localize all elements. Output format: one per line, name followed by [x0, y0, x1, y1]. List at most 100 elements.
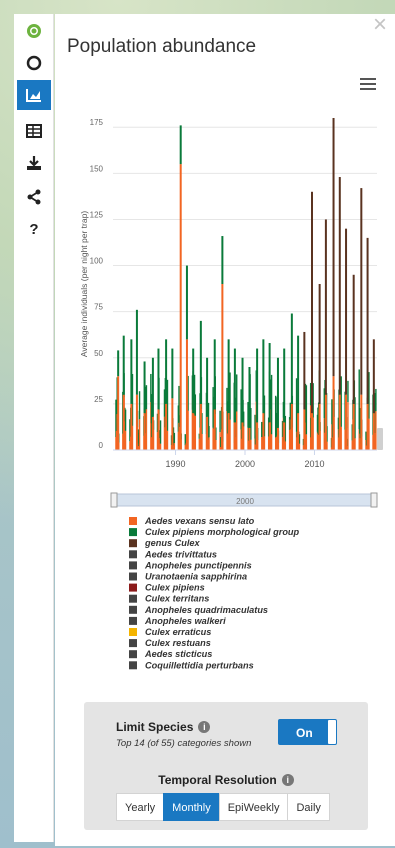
chart-bar	[124, 407, 126, 422]
chart-bar	[145, 433, 147, 450]
legend-item[interactable]: Culex erraticus	[145, 627, 211, 637]
chart-bar	[288, 429, 291, 450]
scroll-grip	[377, 428, 383, 450]
y-tick-label: 150	[90, 164, 104, 173]
chart-bar	[312, 383, 314, 418]
legend-item[interactable]: Culex pipiens	[145, 583, 205, 593]
chart-bar	[163, 389, 166, 417]
table-icon[interactable]	[17, 116, 51, 146]
chart-bar	[305, 385, 308, 435]
chart-bar	[129, 441, 131, 450]
legend-item[interactable]: Anopheles punctipennis	[144, 560, 252, 570]
close-icon[interactable]: ×	[372, 11, 387, 38]
chart-bar	[221, 284, 224, 450]
chart-bar	[150, 394, 153, 424]
legend-item[interactable]: Coquillettidia perturbans	[145, 660, 254, 670]
chart-bar	[298, 443, 301, 450]
chart-bar	[151, 416, 154, 450]
chart-bar	[366, 237, 369, 404]
chart-bar	[163, 416, 166, 450]
legend-item[interactable]: Aedes sticticus	[144, 649, 212, 659]
chart-bar	[275, 437, 278, 450]
chart-bar	[332, 376, 335, 450]
chart-bar	[256, 348, 259, 423]
chart-bar	[240, 389, 242, 430]
resolution-monthly[interactable]: Monthly	[163, 793, 220, 821]
chart-icon[interactable]	[17, 80, 51, 110]
resolution-yearly[interactable]: Yearly	[116, 793, 165, 821]
chart-bar	[159, 438, 161, 450]
chart-bar	[124, 409, 127, 431]
chart-bar	[270, 374, 273, 435]
chart-bar	[274, 395, 277, 438]
chart-bar	[254, 435, 257, 445]
legend-item[interactable]: Uranotaenia sapphirina	[145, 572, 247, 582]
chart-bar	[229, 419, 231, 450]
chart-bar	[201, 413, 203, 434]
chart-bar	[199, 320, 202, 404]
legend-item[interactable]: Culex pipiens morphological group	[145, 527, 300, 537]
chart-bar	[194, 394, 197, 416]
chart-bar	[358, 369, 360, 430]
chart-bar	[241, 357, 244, 423]
chart-bar	[184, 434, 186, 446]
info-icon[interactable]: i	[281, 774, 294, 786]
chart-bar	[207, 402, 210, 440]
chart-bar	[130, 339, 133, 404]
chart-bar	[215, 440, 217, 450]
legend-item[interactable]: Culex territans	[145, 594, 209, 604]
chart-bar	[192, 348, 195, 414]
chart-bar	[311, 413, 313, 450]
temporal-resolution-label: Temporal Resolution i	[84, 773, 368, 787]
chart-bar	[331, 399, 333, 425]
legend-item[interactable]: Anopheles quadrimaculatus	[144, 605, 268, 615]
chart-bar	[198, 433, 201, 439]
chart-bar	[206, 416, 209, 450]
navigator-handle-right[interactable]	[370, 492, 378, 508]
chart-bar	[372, 339, 375, 414]
chart-bar	[212, 387, 214, 428]
chart-bar	[208, 426, 210, 438]
chart-bar	[124, 430, 127, 450]
chart-bar	[241, 422, 244, 450]
help-icon[interactable]: ?	[29, 220, 39, 238]
share-icon[interactable]	[17, 182, 51, 212]
menu-icon[interactable]	[360, 78, 376, 92]
legend-item[interactable]: Aedes vexans sensu lato	[144, 516, 255, 526]
legend-item[interactable]: Aedes trivittatus	[144, 549, 217, 559]
info-icon[interactable]: i	[198, 721, 211, 733]
chart-bar	[254, 444, 257, 450]
chart-bar	[185, 339, 188, 450]
chart-bar	[159, 443, 162, 450]
chart-bar	[145, 385, 148, 410]
legend-item[interactable]: genus Culex	[144, 538, 201, 548]
circle-icon[interactable]	[17, 48, 51, 78]
chart-bar	[220, 447, 222, 450]
navigator-handle-left[interactable]	[110, 492, 118, 508]
legend-swatch	[129, 594, 137, 603]
chart-bar	[298, 434, 301, 444]
chart-bar	[289, 402, 292, 420]
chart-bar	[368, 372, 370, 419]
chart-bar	[352, 274, 355, 404]
limit-species-toggle[interactable]: On	[278, 719, 337, 745]
chart-bar	[213, 409, 216, 450]
logo-icon[interactable]	[17, 16, 51, 46]
chart-bar	[236, 374, 238, 412]
resolution-daily[interactable]: Daily	[287, 793, 330, 821]
legend-item[interactable]: Culex restuans	[145, 638, 211, 648]
legend-item[interactable]: Anopheles walkeri	[144, 616, 226, 626]
download-icon[interactable]	[17, 148, 51, 178]
chart-bar	[193, 414, 196, 450]
chart-bar	[324, 219, 327, 395]
chart-bar	[166, 430, 169, 450]
resolution-epiweekly[interactable]: EpiWeekly	[218, 793, 289, 821]
chart-bar	[208, 437, 210, 450]
chart-bar	[254, 414, 256, 439]
chart-bar	[324, 394, 327, 450]
chart-bar	[297, 413, 300, 450]
chart-bar	[179, 164, 182, 450]
chart-bar	[318, 403, 321, 450]
chart-bar	[323, 388, 325, 419]
chart-bar	[263, 395, 266, 437]
